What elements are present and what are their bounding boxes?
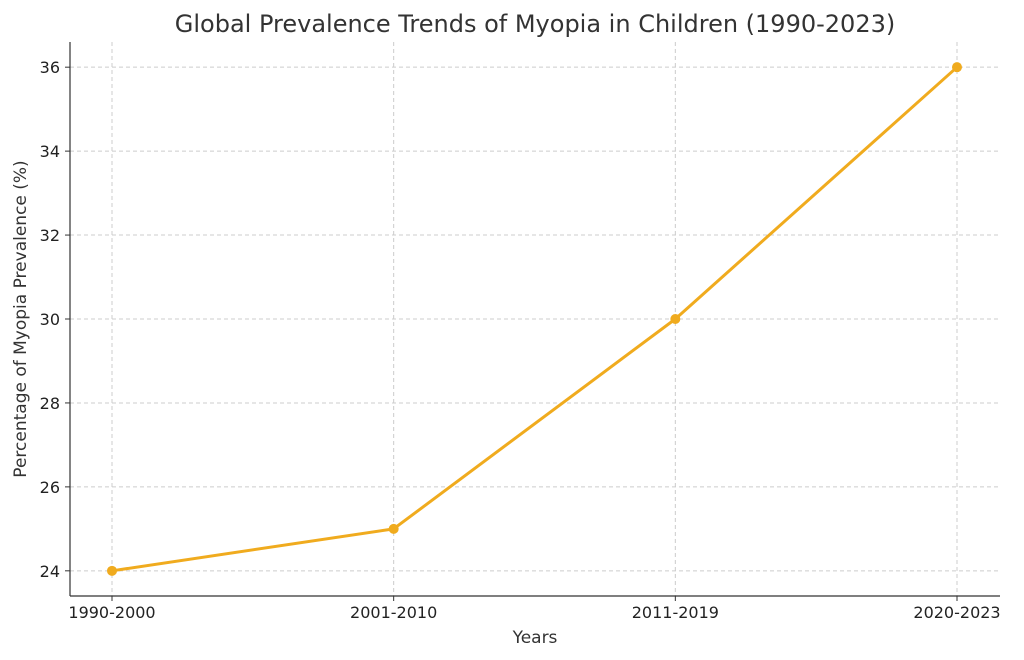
data-point — [388, 523, 399, 534]
y-tick-label: 26 — [40, 478, 60, 497]
x-axis-label: Years — [512, 628, 558, 648]
data-point — [952, 62, 962, 73]
series-line — [110, 65, 959, 573]
y-tick-label: 34 — [40, 142, 60, 161]
y-tick-label: 36 — [40, 58, 60, 77]
grid — [70, 42, 1000, 596]
y-tick-label: 30 — [40, 310, 60, 329]
y-axis-label: Percentage of Myopia Prevalence (%) — [11, 160, 31, 477]
series — [107, 62, 962, 576]
y-tick-label: 24 — [40, 562, 60, 581]
x-tick-label: 2020-2023 — [913, 603, 1000, 622]
x-tick-label: 2001-2010 — [350, 603, 437, 622]
ticks: 24 26 28 30 32 34 36 1990-2000 2001-2010 2011-201… — [40, 58, 1001, 622]
y-tick-label: 28 — [40, 394, 60, 413]
y-tick-label: 32 — [40, 226, 60, 245]
chart-title: Global Prevalence Trends of Myopia in Ch… — [175, 10, 895, 38]
x-tick-label: 1990-2000 — [68, 603, 155, 622]
x-tick-label: 2011-2019 — [632, 603, 719, 622]
data-point — [107, 565, 117, 576]
data-point — [670, 314, 681, 324]
